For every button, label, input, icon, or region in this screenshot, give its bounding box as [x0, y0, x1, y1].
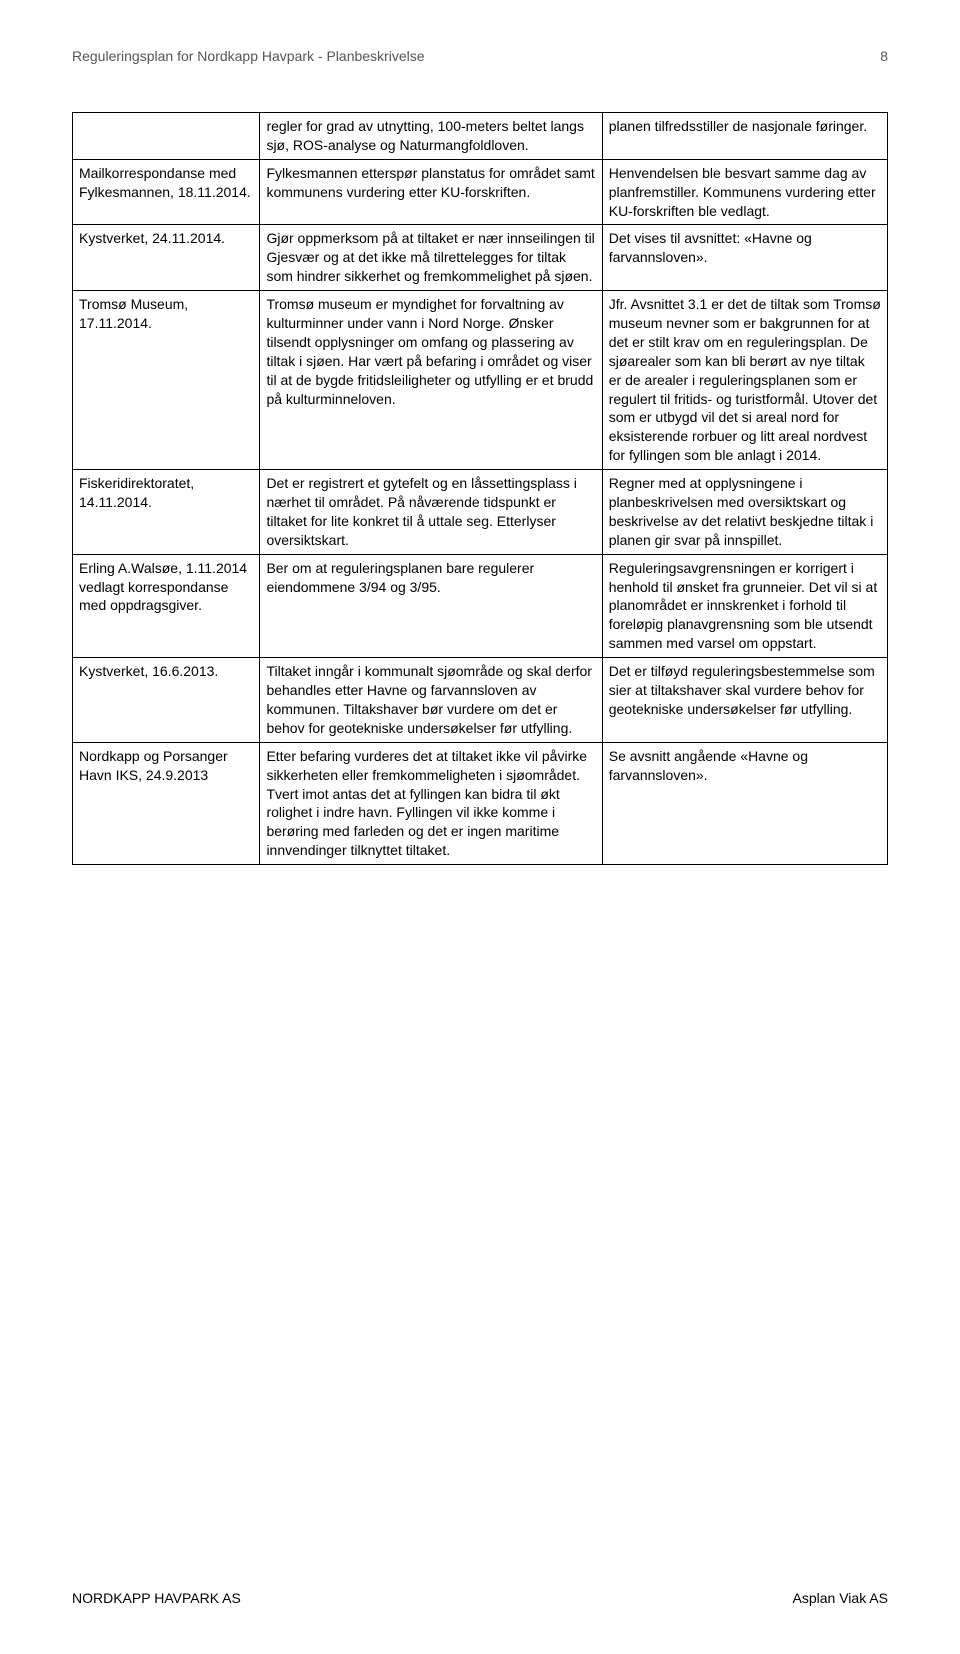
table-row: Fiskeridirektoratet, 14.11.2014. Det er … — [73, 470, 888, 555]
cell-comment: Tiltaket inngår i kommunalt sjøområde og… — [260, 658, 602, 743]
footer-right: Asplan Viak AS — [793, 1590, 888, 1606]
cell-source — [73, 113, 260, 160]
comments-table: regler for grad av utnytting, 100-meters… — [72, 112, 888, 865]
cell-source: Erling A.Walsøe, 1.11.2014 vedlagt korre… — [73, 554, 260, 657]
cell-comment: Etter befaring vurderes det at tiltaket … — [260, 742, 602, 864]
cell-response: Det er tilføyd reguleringsbestemmelse so… — [602, 658, 887, 743]
cell-source: Kystverket, 24.11.2014. — [73, 225, 260, 291]
footer-left: NORDKAPP HAVPARK AS — [72, 1590, 241, 1606]
cell-comment: Ber om at reguleringsplanen bare reguler… — [260, 554, 602, 657]
cell-comment: Tromsø museum er myndighet for forvaltni… — [260, 291, 602, 470]
page-number: 8 — [880, 48, 888, 64]
cell-comment: Det er registrert et gytefelt og en låss… — [260, 470, 602, 555]
cell-response: Jfr. Avsnittet 3.1 er det de tiltak som … — [602, 291, 887, 470]
cell-source: Fiskeridirektoratet, 14.11.2014. — [73, 470, 260, 555]
table-row: Nordkapp og Porsanger Havn IKS, 24.9.201… — [73, 742, 888, 864]
cell-comment: Gjør oppmerksom på at tiltaket er nær in… — [260, 225, 602, 291]
page-footer: NORDKAPP HAVPARK AS Asplan Viak AS — [72, 1590, 888, 1606]
table-row: Tromsø Museum, 17.11.2014. Tromsø museum… — [73, 291, 888, 470]
cell-comment: regler for grad av utnytting, 100-meters… — [260, 113, 602, 160]
page-header: Reguleringsplan for Nordkapp Havpark - P… — [72, 48, 888, 64]
cell-response: Regner med at opplysningene i planbeskri… — [602, 470, 887, 555]
table-row: Kystverket, 24.11.2014. Gjør oppmerksom … — [73, 225, 888, 291]
table-row: regler for grad av utnytting, 100-meters… — [73, 113, 888, 160]
cell-source: Mailkorrespondanse med Fylkesmannen, 18.… — [73, 159, 260, 225]
cell-response: Henvendelsen ble besvart samme dag av pl… — [602, 159, 887, 225]
cell-source: Tromsø Museum, 17.11.2014. — [73, 291, 260, 470]
page: Reguleringsplan for Nordkapp Havpark - P… — [0, 0, 960, 1654]
cell-response: planen tilfredsstiller de nasjonale føri… — [602, 113, 887, 160]
cell-response: Se avsnitt angående «Havne og farvannslo… — [602, 742, 887, 864]
table-row: Mailkorrespondanse med Fylkesmannen, 18.… — [73, 159, 888, 225]
cell-response: Det vises til avsnittet: «Havne og farva… — [602, 225, 887, 291]
header-title: Reguleringsplan for Nordkapp Havpark - P… — [72, 48, 425, 64]
table-row: Erling A.Walsøe, 1.11.2014 vedlagt korre… — [73, 554, 888, 657]
cell-comment: Fylkesmannen etterspør planstatus for om… — [260, 159, 602, 225]
cell-source: Kystverket, 16.6.2013. — [73, 658, 260, 743]
cell-response: Reguleringsavgrensningen er korrigert i … — [602, 554, 887, 657]
cell-source: Nordkapp og Porsanger Havn IKS, 24.9.201… — [73, 742, 260, 864]
table-row: Kystverket, 16.6.2013. Tiltaket inngår i… — [73, 658, 888, 743]
